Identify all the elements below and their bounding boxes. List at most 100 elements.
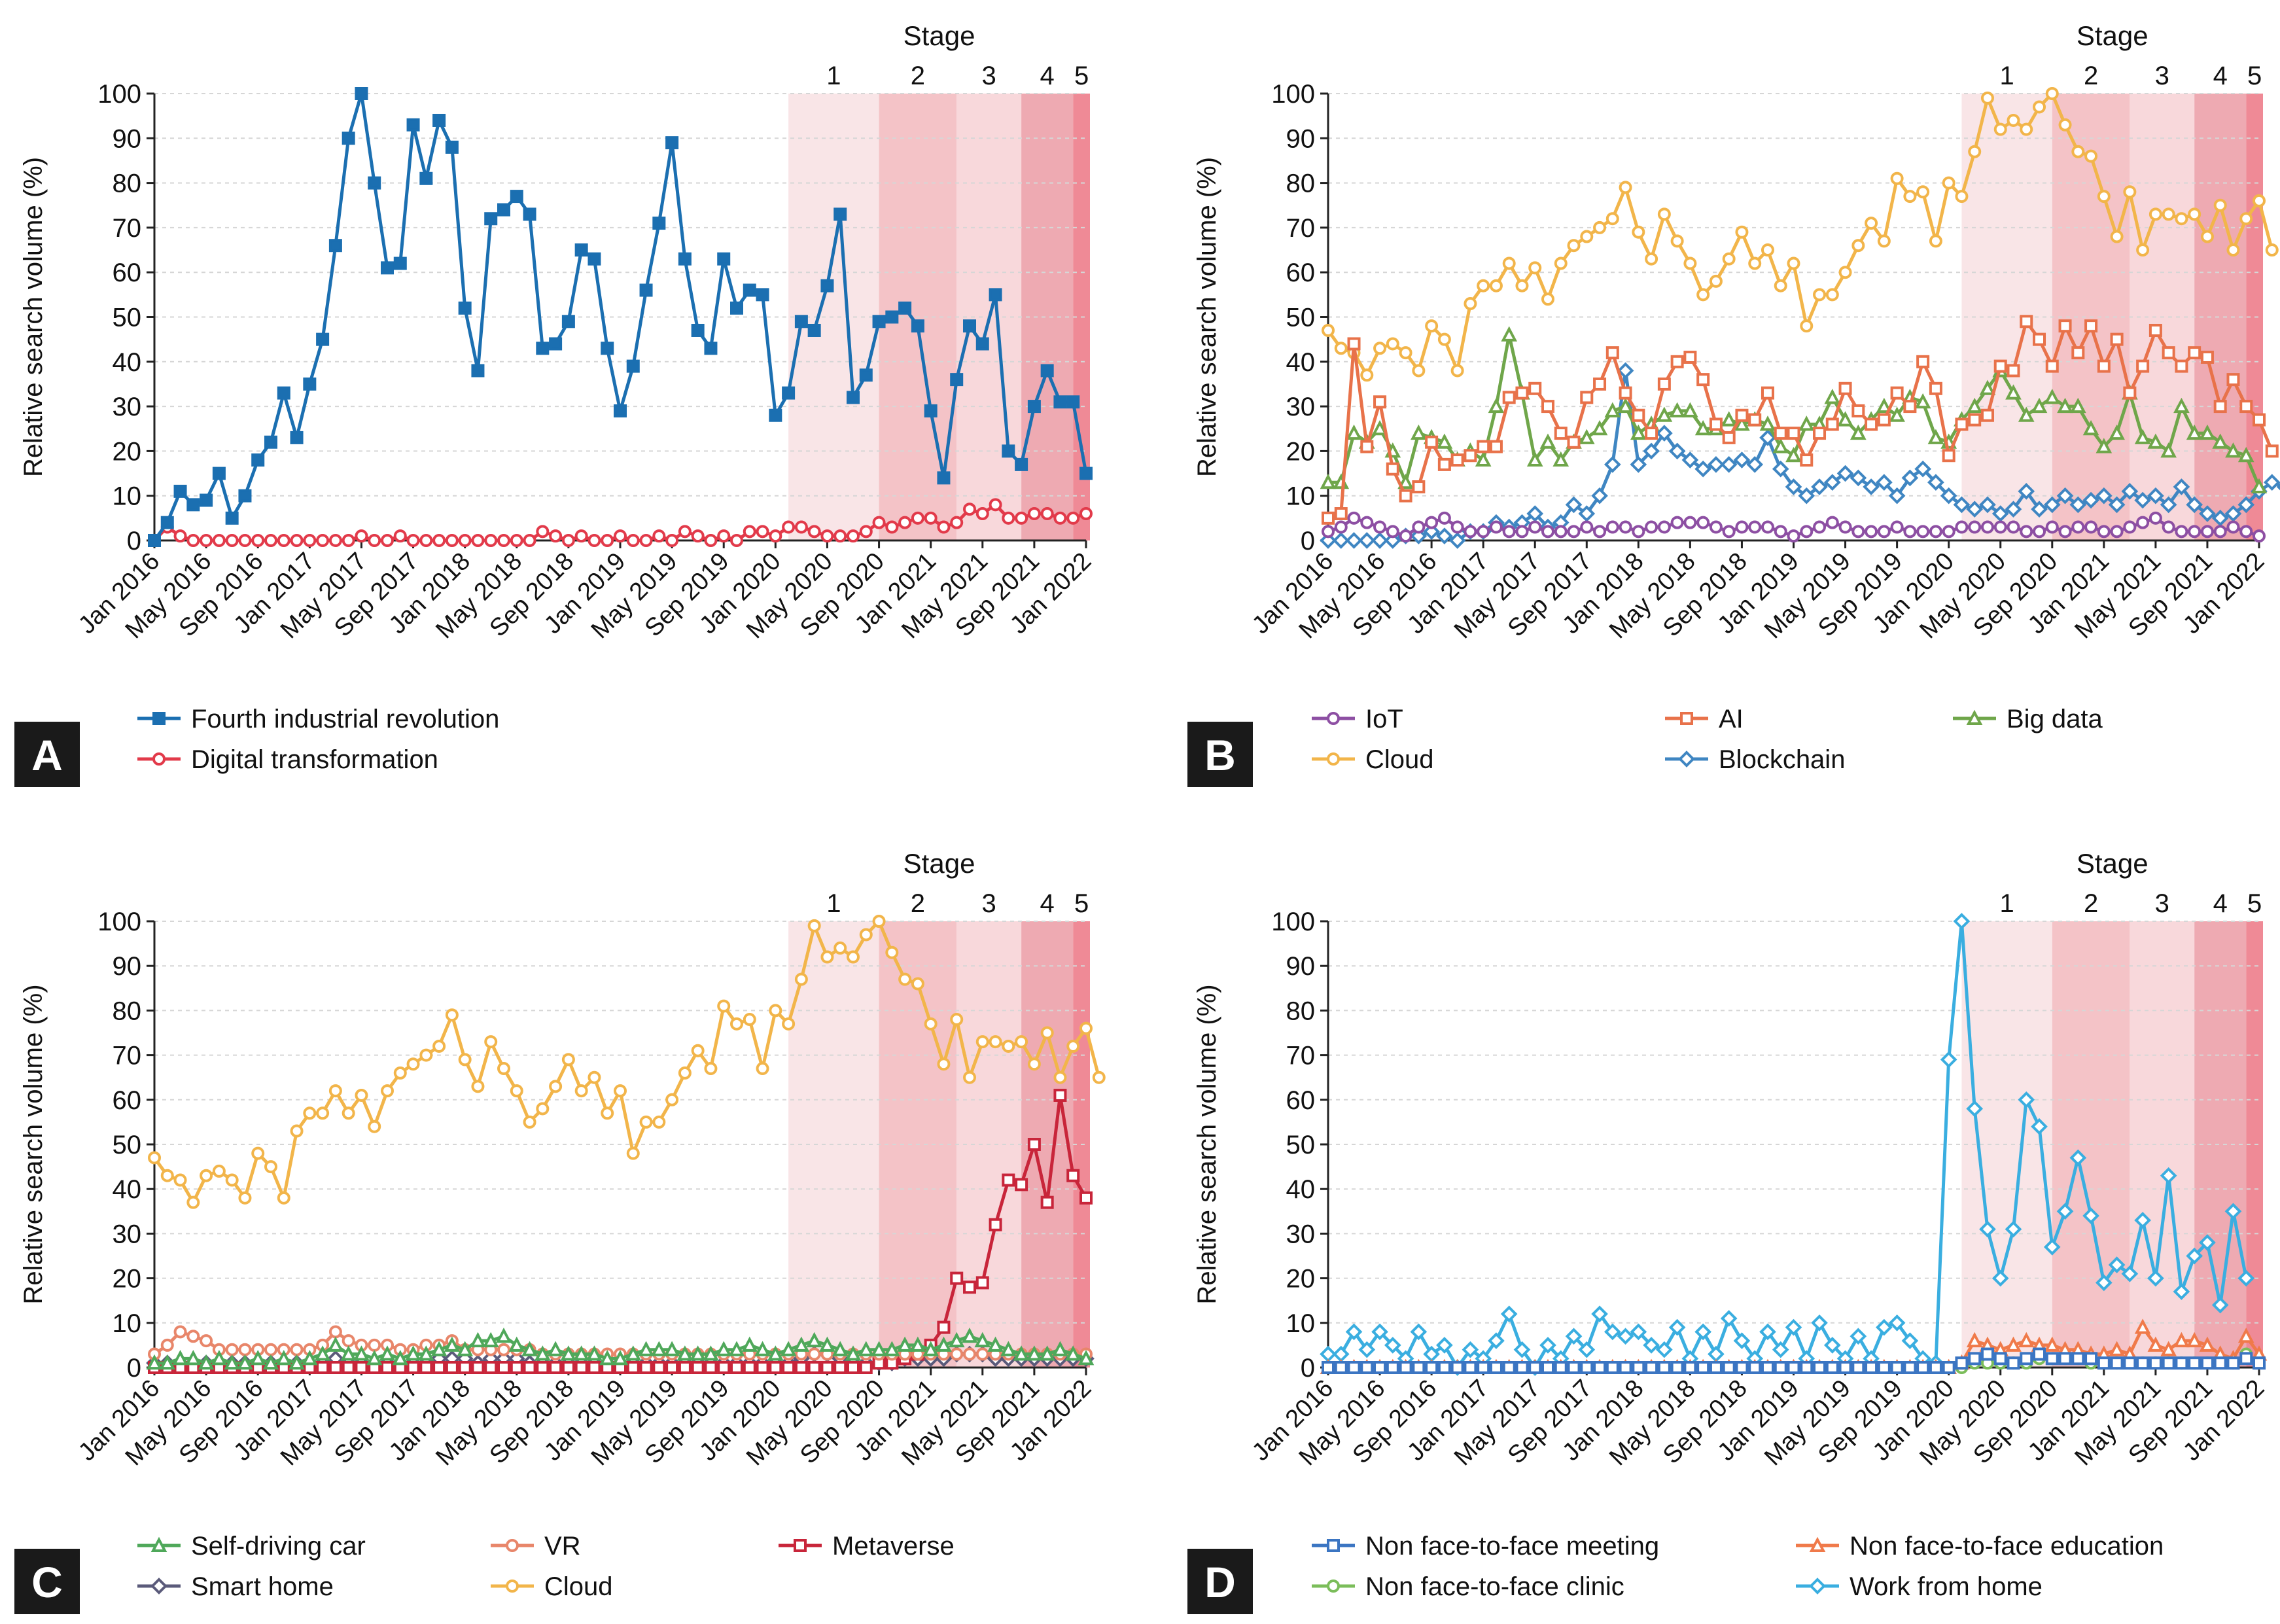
data-point: [2007, 520, 2020, 534]
data-point: [1643, 1337, 1660, 1354]
data-point: [2265, 243, 2279, 257]
data-point: [2239, 400, 2253, 414]
data-point: [782, 1361, 796, 1374]
data-point: [1079, 467, 1093, 480]
data-point: [730, 534, 743, 547]
data-point: [1554, 525, 1568, 538]
data-point: [510, 1361, 523, 1374]
data-point: [1593, 221, 1607, 234]
data-point: [2096, 487, 2113, 504]
data-point: [911, 319, 924, 333]
data-point: [2110, 332, 2124, 346]
data-point: [975, 337, 989, 351]
data-point: [1825, 1361, 1839, 1374]
y-axis-label: Relative search volume (%): [19, 984, 48, 1304]
data-point: [1876, 1318, 1893, 1336]
data-point: [820, 279, 834, 292]
data-point: [2186, 496, 2203, 514]
data-point: [1360, 440, 1374, 453]
data-point: [1360, 516, 1374, 529]
data-point: [148, 534, 161, 547]
data-point: [2148, 511, 2162, 525]
data-point: [1929, 381, 1942, 395]
data-point: [2033, 1347, 2046, 1361]
data-point: [2071, 145, 2085, 158]
legend-marker: [1327, 1580, 1340, 1593]
data-point: [2097, 359, 2111, 373]
legend-marker: [506, 1580, 519, 1593]
data-point: [1980, 1347, 1994, 1361]
y-tick-label-30: 30: [113, 393, 142, 421]
data-point: [2044, 389, 2061, 404]
data-point: [1502, 1361, 1516, 1374]
data-point: [561, 534, 575, 547]
data-point: [1980, 520, 1994, 534]
data-point: [601, 1106, 614, 1120]
series-cloud: [148, 915, 1106, 1209]
data-point: [1774, 427, 1787, 440]
data-point: [2263, 474, 2280, 491]
data-point: [963, 319, 976, 333]
data-point: [379, 1345, 396, 1361]
data-point: [1541, 292, 1554, 306]
data-point: [238, 489, 252, 503]
data-point: [769, 1361, 782, 1374]
data-point: [444, 1336, 461, 1352]
data-point: [807, 1361, 821, 1374]
data-point: [936, 1336, 952, 1352]
data-point: [275, 1350, 292, 1366]
data-point: [2096, 438, 2113, 453]
data-point: [1411, 424, 1427, 440]
data-point: [1079, 1191, 1093, 1205]
data-point: [510, 1084, 523, 1098]
data-point: [2031, 397, 2048, 414]
data-point: [1865, 417, 1878, 431]
data-point: [2160, 1167, 2177, 1184]
data-point: [2147, 487, 2164, 504]
data-point: [1515, 1361, 1529, 1374]
data-point: [1787, 427, 1800, 440]
data-point: [614, 404, 627, 417]
data-point: [1645, 252, 1658, 266]
data-point: [2005, 1336, 2022, 1352]
data-point: [794, 972, 808, 986]
data-point: [2200, 1356, 2214, 1370]
data-point: [264, 435, 277, 449]
y-axis-label: Relative search volume (%): [1193, 157, 1221, 477]
data-point: [948, 1332, 965, 1348]
stage-label-4: 4: [2213, 62, 2228, 90]
stage-label-5: 5: [1074, 62, 1089, 90]
data-point: [1914, 460, 1931, 478]
data-point: [1632, 1361, 1645, 1374]
data-point: [1877, 234, 1891, 248]
data-point: [2084, 520, 2098, 534]
data-point: [1735, 520, 1749, 534]
y-axis-label: Relative search volume (%): [1193, 984, 1221, 1304]
legend-marker: [1809, 1536, 1826, 1552]
data-point: [173, 484, 187, 498]
data-point: [806, 1332, 822, 1348]
data-point: [2237, 496, 2255, 514]
data-point: [238, 1343, 252, 1356]
data-point: [2020, 1352, 2033, 1366]
data-point: [1722, 252, 1736, 266]
data-point: [1475, 451, 1492, 467]
data-point: [1838, 266, 1852, 279]
data-point: [975, 1035, 989, 1049]
data-point: [1914, 393, 1931, 409]
stage-title: Stage: [903, 20, 975, 51]
data-point: [186, 498, 200, 512]
data-point: [2237, 446, 2254, 463]
data-point: [560, 1345, 577, 1361]
data-point: [717, 252, 731, 266]
data-point: [691, 1044, 705, 1057]
panel-letter: C: [31, 1558, 63, 1606]
data-point: [392, 1350, 409, 1366]
data-point: [200, 1169, 213, 1182]
data-point: [1630, 1323, 1647, 1341]
data-point: [1477, 440, 1490, 453]
y-tick-label-10: 10: [113, 1309, 142, 1338]
data-point: [406, 118, 420, 132]
data-point: [2213, 525, 2227, 538]
